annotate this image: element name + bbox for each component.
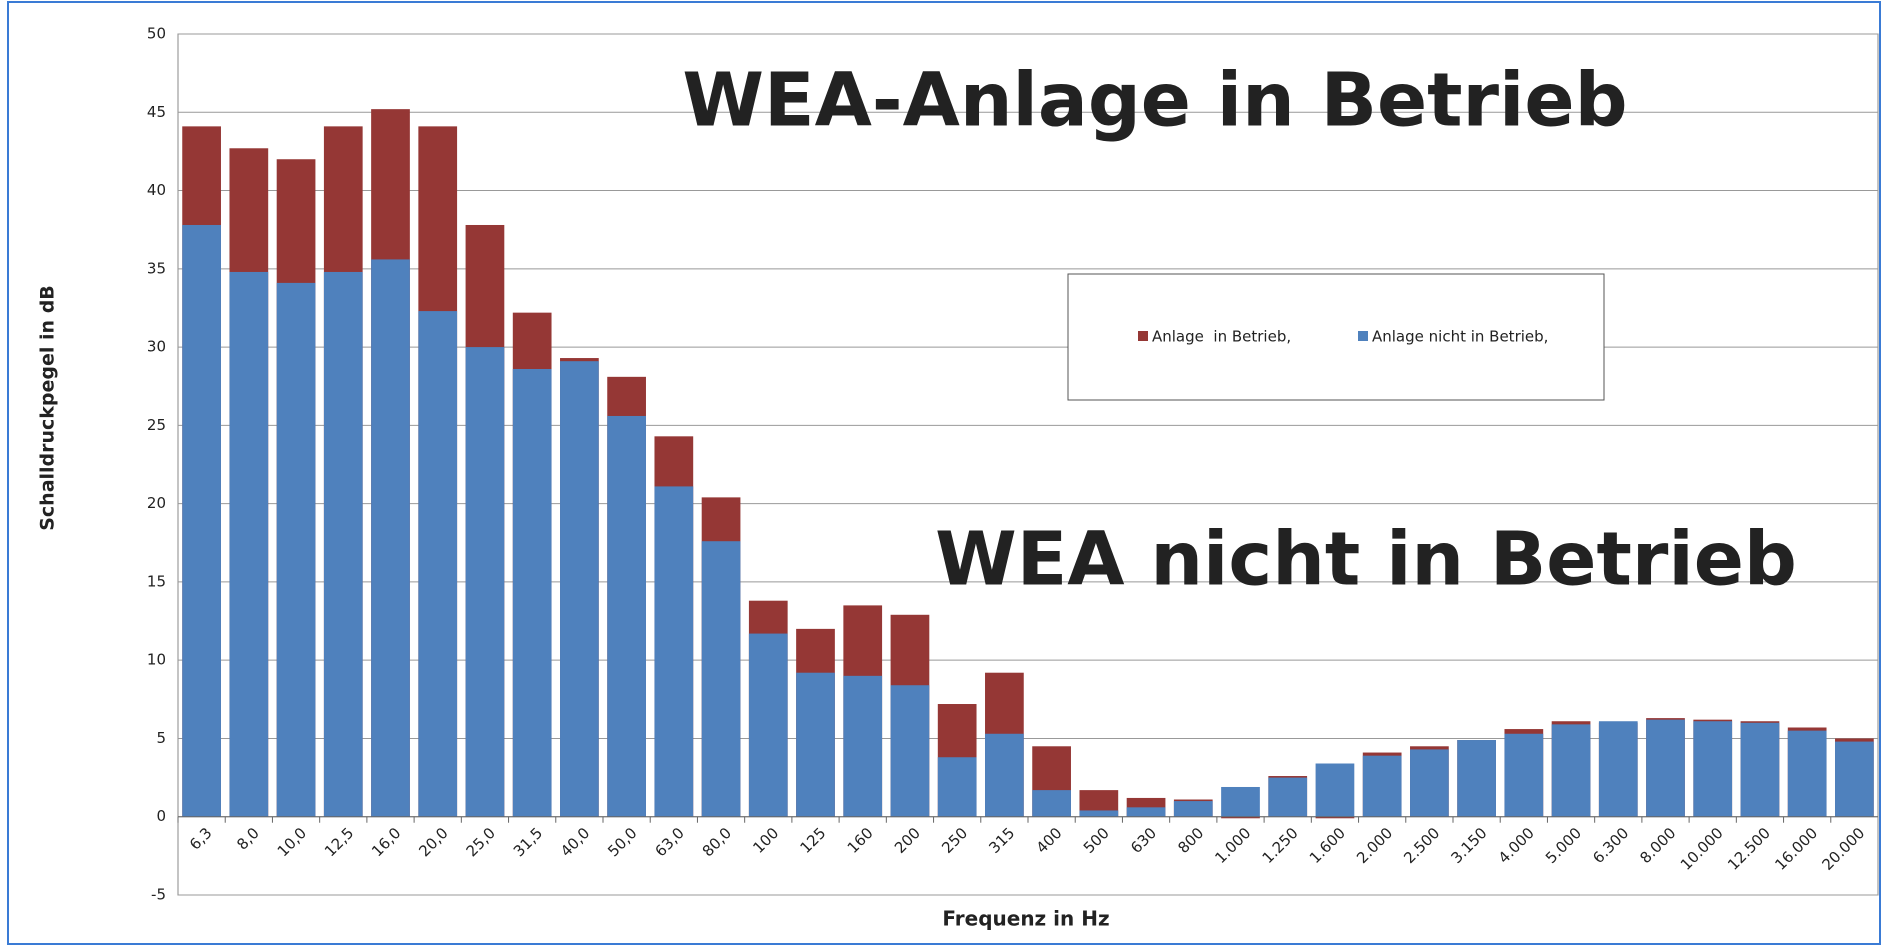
bar bbox=[1457, 740, 1496, 817]
y-tick-label: 0 bbox=[156, 807, 166, 825]
bar bbox=[1315, 763, 1355, 817]
bar bbox=[1646, 719, 1685, 817]
x-tick-label: 20,0 bbox=[415, 824, 451, 860]
bar bbox=[1551, 724, 1591, 817]
x-tick-label: 8,0 bbox=[233, 824, 263, 854]
bar bbox=[607, 415, 646, 817]
x-tick-label: 250 bbox=[938, 824, 971, 857]
legend-swatch bbox=[1358, 331, 1368, 341]
bar bbox=[371, 259, 410, 817]
x-tick-label: 3.150 bbox=[1448, 824, 1491, 867]
bar bbox=[890, 685, 930, 817]
bar bbox=[1598, 721, 1638, 817]
x-axis-label: Frequenz in Hz bbox=[942, 907, 1109, 931]
x-tick-label: 1.600 bbox=[1306, 824, 1349, 867]
y-tick-label: 45 bbox=[147, 103, 166, 121]
y-tick-label: -5 bbox=[151, 886, 166, 904]
bar bbox=[560, 361, 599, 817]
y-tick-label: 40 bbox=[147, 181, 166, 199]
x-tick-label: 400 bbox=[1033, 824, 1066, 857]
x-tick-label: 125 bbox=[797, 824, 830, 857]
x-tick-label: 8.000 bbox=[1636, 824, 1679, 867]
bar bbox=[1221, 786, 1260, 817]
x-tick-label: 16,0 bbox=[368, 824, 404, 860]
bar bbox=[1173, 801, 1213, 817]
y-tick-label: 50 bbox=[147, 25, 166, 43]
x-tick-label: 12.500 bbox=[1724, 824, 1774, 874]
x-tick-label: 50,0 bbox=[604, 824, 640, 860]
x-tick-label: 500 bbox=[1080, 824, 1113, 857]
y-tick-label: 25 bbox=[147, 416, 166, 434]
y-axis-label: Schalldruckpegel in dB bbox=[37, 285, 59, 531]
x-tick-label: 10.000 bbox=[1677, 824, 1727, 874]
bar bbox=[323, 271, 363, 817]
x-tick-label: 200 bbox=[891, 824, 924, 857]
bar bbox=[1079, 810, 1119, 817]
bar bbox=[1268, 777, 1308, 817]
bar bbox=[1835, 741, 1874, 817]
annotation: WEA nicht in Betrieb bbox=[935, 517, 1797, 603]
bar bbox=[1410, 749, 1449, 817]
bar bbox=[985, 733, 1024, 817]
x-tick-label: 800 bbox=[1174, 824, 1207, 857]
x-tick-label: 25,0 bbox=[463, 824, 499, 860]
x-tick-label: 63,0 bbox=[651, 824, 687, 860]
bar bbox=[229, 271, 269, 817]
bar bbox=[276, 282, 316, 817]
bar bbox=[1787, 730, 1827, 817]
x-tick-label: 100 bbox=[749, 824, 782, 857]
x-tick-label: 315 bbox=[985, 824, 1018, 857]
bar bbox=[182, 224, 221, 817]
frame bbox=[7, 1, 1881, 945]
y-tick-label: 10 bbox=[147, 651, 166, 669]
bar bbox=[1315, 816, 1355, 819]
legend bbox=[1067, 273, 1605, 401]
x-tick-label: 10,0 bbox=[274, 824, 310, 860]
x-tick-label: 6,3 bbox=[186, 824, 216, 854]
x-tick-label: 12,5 bbox=[321, 824, 357, 860]
bar bbox=[1504, 733, 1544, 817]
annotation: WEA-Anlage in Betrieb bbox=[682, 58, 1627, 144]
x-tick-label: 6.300 bbox=[1589, 824, 1632, 867]
x-tick-label: 630 bbox=[1127, 824, 1160, 857]
x-tick-label: 2.500 bbox=[1400, 824, 1443, 867]
x-tick-label: 2.000 bbox=[1353, 824, 1396, 867]
x-tick-label: 80,0 bbox=[699, 824, 735, 860]
x-tick-label: 40,0 bbox=[557, 824, 593, 860]
bar bbox=[465, 347, 505, 817]
bar bbox=[654, 486, 694, 817]
legend-swatch bbox=[1138, 331, 1148, 341]
x-tick-label: 20.000 bbox=[1819, 824, 1869, 874]
bar bbox=[701, 541, 741, 817]
x-tick-label: 160 bbox=[844, 824, 877, 857]
bar bbox=[796, 672, 835, 817]
bar bbox=[512, 369, 552, 817]
bar bbox=[418, 311, 458, 817]
legend-label: Anlage nicht in Betrieb, bbox=[1372, 328, 1548, 346]
bar bbox=[1693, 721, 1733, 817]
x-tick-label: 16.000 bbox=[1771, 824, 1821, 874]
y-tick-label: 20 bbox=[147, 494, 166, 512]
legend-label: Anlage in Betrieb, bbox=[1152, 328, 1291, 346]
bar bbox=[1032, 790, 1071, 817]
bar bbox=[843, 675, 883, 817]
marks bbox=[178, 33, 1878, 896]
bar bbox=[1126, 807, 1166, 817]
y-tick-label: 5 bbox=[156, 729, 166, 747]
bar bbox=[1740, 722, 1780, 817]
x-tick-label: 31,5 bbox=[510, 824, 546, 860]
y-tick-label: 15 bbox=[147, 572, 166, 590]
bar bbox=[1362, 755, 1402, 817]
x-tick-label: 5.000 bbox=[1542, 824, 1585, 867]
bar bbox=[937, 757, 977, 817]
y-tick-label: 30 bbox=[147, 338, 166, 356]
x-tick-label: 4.000 bbox=[1495, 824, 1538, 867]
bar bbox=[1221, 816, 1260, 819]
x-tick-label: 1.250 bbox=[1259, 824, 1302, 867]
x-tick-label: 1.000 bbox=[1211, 824, 1254, 867]
bar bbox=[748, 633, 788, 817]
y-tick-label: 35 bbox=[147, 259, 166, 277]
